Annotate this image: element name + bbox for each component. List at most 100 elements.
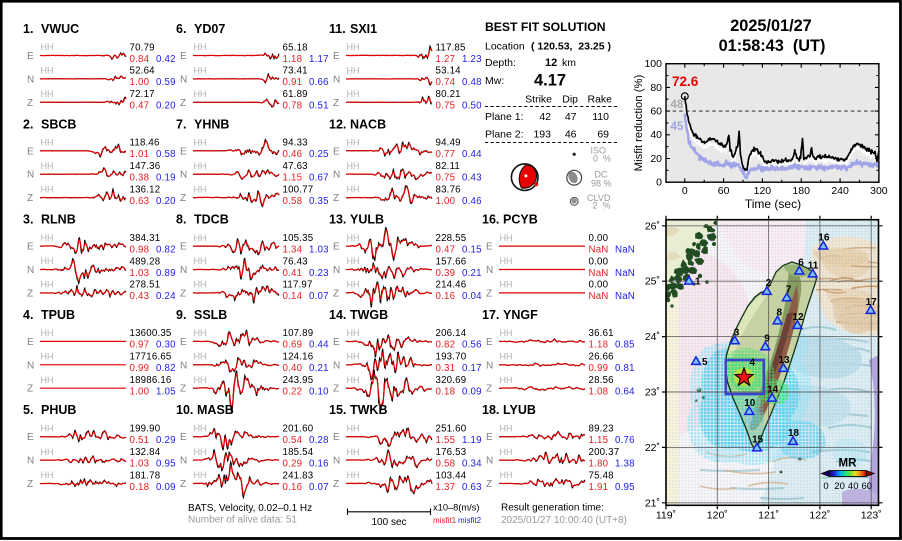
svg-text:4: 4 <box>750 358 756 369</box>
svg-text:Time (sec): Time (sec) <box>745 197 801 211</box>
svg-text:1.17: 1.17 <box>309 54 329 65</box>
svg-text:Z: Z <box>27 98 33 109</box>
svg-text:0.51: 0.51 <box>309 101 329 112</box>
svg-text:HH: HH <box>194 470 207 480</box>
svg-text:HH: HH <box>347 89 360 99</box>
svg-text:HH: HH <box>194 184 207 194</box>
svg-text:VWUC: VWUC <box>41 22 79 36</box>
svg-text:0.63: 0.63 <box>130 196 150 207</box>
svg-text:Z: Z <box>180 384 186 395</box>
svg-text:25˚: 25˚ <box>645 276 660 288</box>
svg-text:HH: HH <box>41 138 54 148</box>
svg-text:0.19: 0.19 <box>156 173 176 184</box>
svg-text:0.75: 0.75 <box>436 173 456 184</box>
svg-text:72.6: 72.6 <box>672 74 699 89</box>
svg-text:Z: Z <box>180 98 186 109</box>
svg-text:0.21: 0.21 <box>462 268 482 279</box>
svg-text:0.40: 0.40 <box>283 363 303 374</box>
svg-text:15: 15 <box>752 435 764 446</box>
svg-text:NaN: NaN <box>589 268 609 279</box>
svg-text:4.: 4. <box>23 308 33 322</box>
svg-text:0.16: 0.16 <box>309 458 329 469</box>
svg-text:HH: HH <box>41 233 54 243</box>
svg-text:0.47: 0.47 <box>130 101 150 112</box>
svg-text:HH: HH <box>500 328 513 338</box>
svg-text:251.60: 251.60 <box>436 424 467 435</box>
svg-text:HH: HH <box>41 42 54 52</box>
svg-text:DC: DC <box>595 170 608 180</box>
svg-text:117.97: 117.97 <box>283 280 313 291</box>
svg-text:8.: 8. <box>176 213 186 227</box>
svg-text:201.60: 201.60 <box>283 424 314 435</box>
svg-text:0.42: 0.42 <box>156 54 176 65</box>
svg-text:0: 0 <box>656 177 662 189</box>
svg-text:Z: Z <box>27 479 33 490</box>
svg-text:HH: HH <box>194 66 207 76</box>
svg-text:1.19: 1.19 <box>462 435 482 446</box>
svg-text:0.82: 0.82 <box>156 363 176 374</box>
svg-text:2 %: 2 % <box>593 201 611 211</box>
svg-text:1.08: 1.08 <box>589 387 609 398</box>
svg-text:Depth:: Depth: <box>485 57 516 69</box>
svg-text:94.49: 94.49 <box>436 138 461 149</box>
svg-text:0.10: 0.10 <box>309 387 329 398</box>
svg-text:40: 40 <box>650 129 662 141</box>
svg-text:HH: HH <box>41 447 54 457</box>
svg-text:47.63: 47.63 <box>283 161 308 172</box>
svg-text:0.09: 0.09 <box>156 482 176 493</box>
svg-text:300: 300 <box>870 185 888 197</box>
svg-text:241.83: 241.83 <box>283 470 314 481</box>
svg-text:E: E <box>333 146 340 157</box>
svg-text:SBCB: SBCB <box>41 117 76 131</box>
svg-text:0.17: 0.17 <box>462 363 482 374</box>
svg-text:80.21: 80.21 <box>436 89 461 100</box>
svg-text:0.84: 0.84 <box>130 54 150 65</box>
svg-text:110: 110 <box>592 111 609 123</box>
svg-text:0: 0 <box>823 481 828 492</box>
svg-text:( 120.53, 23.25 ): ( 120.53, 23.25 ) <box>531 41 611 53</box>
svg-text:HH: HH <box>41 280 54 290</box>
svg-text:1.34: 1.34 <box>283 244 303 255</box>
svg-text:243.95: 243.95 <box>283 375 314 386</box>
svg-text:147.36: 147.36 <box>130 161 161 172</box>
svg-text:Z: Z <box>333 98 339 109</box>
svg-text:12.: 12. <box>329 117 346 131</box>
svg-text:157.66: 157.66 <box>436 256 467 267</box>
svg-text:HH: HH <box>194 280 207 290</box>
svg-text:70.79: 70.79 <box>130 42 155 53</box>
svg-text:176.53: 176.53 <box>436 447 467 458</box>
svg-text:12: 12 <box>545 57 557 69</box>
svg-text:N: N <box>180 360 187 371</box>
svg-text:0.23: 0.23 <box>309 268 329 279</box>
svg-text:0.35: 0.35 <box>309 196 329 207</box>
svg-text:193.70: 193.70 <box>436 352 467 363</box>
svg-text:124.16: 124.16 <box>283 352 314 363</box>
svg-text:11.: 11. <box>329 22 346 36</box>
svg-text:1: 1 <box>695 277 701 288</box>
svg-text:0.00: 0.00 <box>589 256 609 267</box>
svg-text:HH: HH <box>41 470 54 480</box>
svg-text:0: 0 <box>682 185 688 197</box>
svg-text:CLVD: CLVD <box>587 193 611 203</box>
svg-text:26˚: 26˚ <box>645 220 660 232</box>
svg-text:18986.16: 18986.16 <box>130 375 172 386</box>
svg-text:N: N <box>27 74 34 85</box>
svg-text:13: 13 <box>779 355 791 366</box>
svg-text:N: N <box>27 456 34 467</box>
svg-text:0.66: 0.66 <box>309 77 329 88</box>
svg-text:136.12: 136.12 <box>130 184 161 195</box>
svg-text:N: N <box>333 170 340 181</box>
svg-text:45: 45 <box>671 121 684 133</box>
svg-text:HH: HH <box>500 256 513 266</box>
svg-text:0.07: 0.07 <box>309 291 329 302</box>
svg-text:3: 3 <box>734 327 740 338</box>
svg-text:0.50: 0.50 <box>462 101 482 112</box>
svg-text:MASB: MASB <box>197 403 234 417</box>
svg-text:HH: HH <box>500 470 513 480</box>
svg-text:N: N <box>180 170 187 181</box>
svg-text:HH: HH <box>41 375 54 385</box>
svg-text:N: N <box>180 265 187 276</box>
svg-text:HH: HH <box>194 42 207 52</box>
svg-text:117.85: 117.85 <box>436 42 466 53</box>
svg-text:TWGB: TWGB <box>350 308 388 322</box>
